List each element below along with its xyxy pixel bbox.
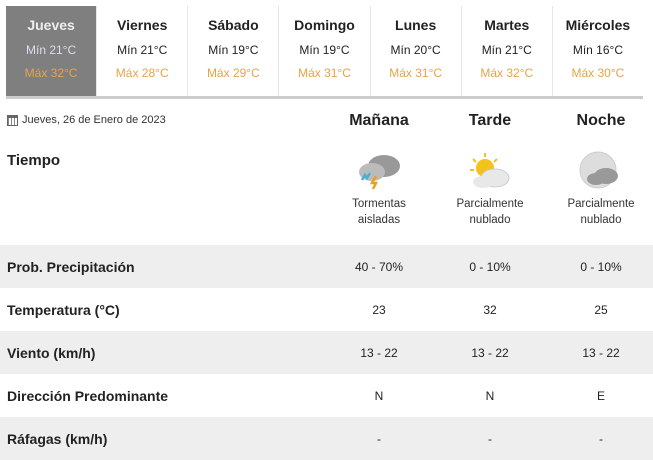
cell: 13 - 22 (360, 345, 398, 360)
day-name: Viernes (117, 17, 168, 33)
min-temp: Mín 21°C (117, 43, 168, 57)
weather-text: Parcialmente (567, 198, 635, 210)
max-temp: Máx 32°C (480, 66, 534, 80)
max-temp: Máx 29°C (206, 66, 260, 80)
max-temp: Máx 31°C (389, 66, 443, 80)
weather-text: Parcialmente (456, 198, 524, 210)
weather-text: Tormentas (352, 198, 406, 210)
thunderstorm-icon (359, 155, 400, 190)
period-header-manana: Mañana (349, 112, 409, 129)
row-label: Dirección Predominante (7, 387, 169, 404)
row-label-tiempo: Tiempo (7, 152, 61, 169)
min-temp: Mín 16°C (572, 43, 623, 57)
day-tabs: Jueves Mín 21°C Máx 32°C Viernes Mín 21°C Má… (6, 6, 643, 99)
min-temp: Mín 20°C (390, 43, 441, 57)
tab-domingo[interactable]: Domingo Mín 19°C Máx 31°C (279, 6, 371, 96)
max-temp: Máx 30°C (571, 66, 625, 80)
cell: 25 (594, 302, 608, 317)
tab-viernes[interactable]: Viernes Mín 21°C Máx 28°C (97, 6, 189, 96)
cell: N (374, 388, 384, 403)
day-name: Domingo (294, 17, 355, 33)
period-header-tarde: Tarde (468, 112, 512, 129)
day-name: Martes (484, 17, 530, 33)
partly-cloudy-night-icon (579, 151, 618, 189)
cell: N (485, 388, 495, 403)
tab-sabado[interactable]: Sábado Mín 19°C Máx 29°C (188, 6, 280, 96)
partly-cloudy-day-icon (470, 153, 510, 188)
row-label: Ráfagas (km/h) (7, 430, 108, 447)
cell: 13 - 22 (582, 345, 620, 360)
tab-lunes[interactable]: Lunes Mín 20°C Máx 31°C (371, 6, 462, 96)
row-label: Viento (km/h) (7, 344, 96, 361)
cell: 0 - 10% (580, 259, 622, 274)
weather-tarde: Parcialmente nublado (435, 150, 545, 228)
min-temp: Mín 21°C (481, 43, 532, 57)
tab-miercoles[interactable]: Miércoles Mín 16°C Máx 30°C (553, 6, 643, 96)
max-temp: Máx 28°C (115, 66, 169, 80)
cell: 32 (483, 302, 497, 317)
row-temperatura: Temperatura (°C) 23 32 25 (0, 288, 653, 331)
weather-text: nublado (469, 214, 511, 226)
cell: 0 - 10% (469, 259, 511, 274)
cell: 23 (372, 302, 386, 317)
day-name: Miércoles (565, 17, 631, 33)
min-temp: Mín 21°C (25, 43, 77, 57)
day-name: Sábado (208, 17, 259, 33)
cell: - (488, 431, 492, 446)
calendar-icon (7, 114, 18, 126)
max-temp: Máx 31°C (298, 66, 351, 80)
cell: - (599, 431, 603, 446)
tab-jueves[interactable]: Jueves Mín 21°C Máx 32°C (6, 6, 98, 96)
row-precipitacion: Prob. Precipitación 40 - 70% 0 - 10% 0 - 10… (0, 245, 653, 288)
row-viento: Viento (km/h) 13 - 22 13 - 22 13 - 22 (0, 331, 653, 374)
selected-date: Jueves, 26 de Enero de 2023 (7, 114, 166, 126)
weather-text: aisladas (357, 214, 401, 226)
row-direccion: Dirección Predominante N N E (0, 374, 653, 417)
period-header-noche: Noche (576, 112, 626, 129)
cell: - (377, 431, 381, 446)
date-text: Jueves, 26 de Enero de 2023 (22, 114, 166, 126)
day-name: Jueves (27, 17, 75, 33)
min-temp: Mín 19°C (208, 43, 259, 57)
min-temp: Mín 19°C (299, 43, 350, 57)
row-label: Prob. Precipitación (7, 258, 135, 275)
row-label: Temperatura (°C) (7, 301, 120, 318)
row-rafagas: Ráfagas (km/h) - - - (0, 417, 653, 460)
cell: E (596, 388, 605, 403)
weather-text: nublado (580, 214, 622, 226)
tab-martes[interactable]: Martes Mín 21°C Máx 32°C (462, 6, 553, 96)
weather-noche: Parcialmente nublado (546, 150, 653, 228)
cell: 13 - 22 (471, 345, 509, 360)
day-name: Lunes (395, 17, 437, 33)
weather-manana: Tormentas aisladas (324, 150, 434, 228)
cell: 40 - 70% (354, 259, 404, 274)
max-temp: Máx 32°C (24, 66, 78, 80)
